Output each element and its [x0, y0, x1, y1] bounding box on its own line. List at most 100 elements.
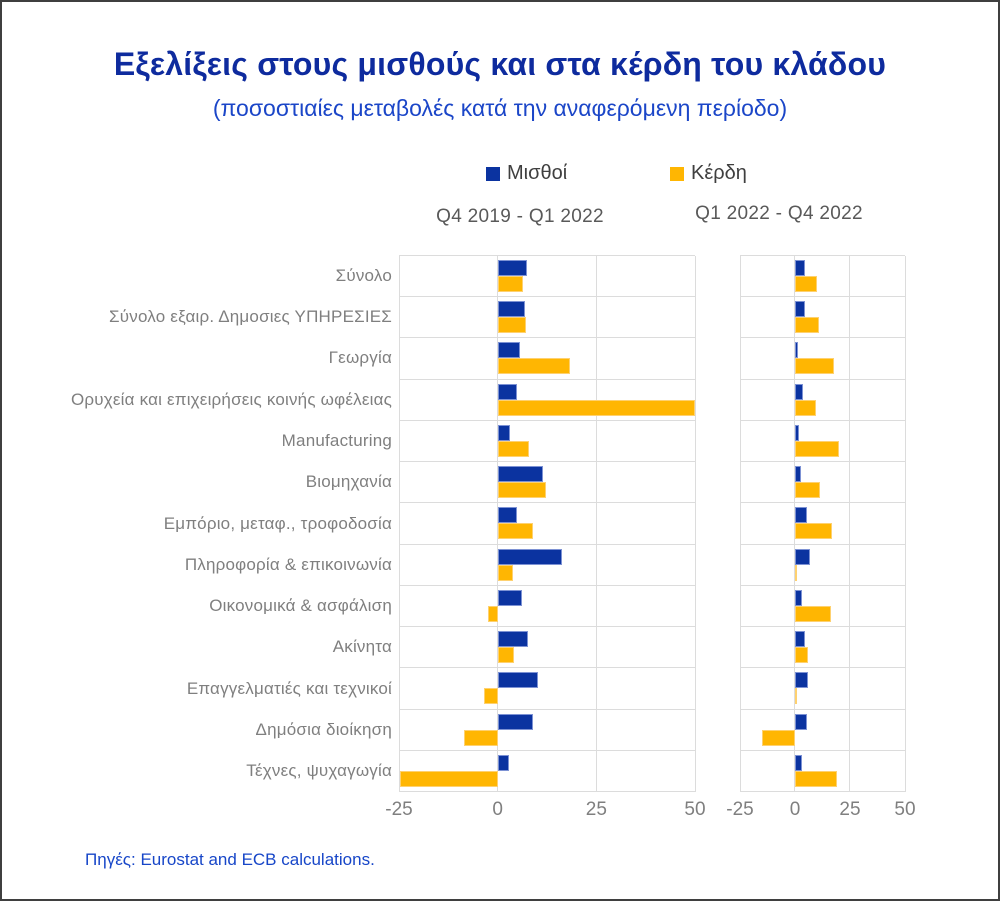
chart-row — [740, 380, 905, 421]
category-label: Ακίνητα — [332, 637, 392, 657]
chart-row — [399, 710, 695, 751]
profits-bar — [795, 523, 832, 540]
grid-vline — [739, 256, 741, 792]
wages-bar — [795, 631, 805, 648]
wages-bar — [795, 424, 800, 441]
wages-bar — [497, 631, 529, 648]
wages-bar — [497, 548, 562, 565]
profits-bar — [483, 688, 498, 705]
right-chart-panel — [739, 255, 906, 793]
chart-row — [740, 751, 905, 793]
category-label: Γεωργία — [328, 348, 392, 368]
wages-legend-swatch-icon — [486, 166, 500, 181]
profits-bar — [795, 564, 798, 581]
x-tick-label: -25 — [726, 799, 754, 820]
category-label: Βιομηχανία — [305, 472, 392, 492]
category-label: Σύνολο — [335, 265, 392, 285]
wages-bar — [497, 260, 527, 276]
left-x-axis: -25 0 25 50 — [385, 799, 705, 823]
wages-bar — [497, 754, 510, 771]
category-label: Δημόσια διοίκηση — [255, 720, 392, 740]
wages-bar — [795, 672, 808, 689]
chart-subtitle: (ποσοστιαίες μεταβολές κατά την αναφερόμ… — [212, 95, 788, 121]
x-tick-label: 50 — [684, 799, 706, 820]
grid-vline — [794, 256, 796, 792]
wages-bar — [497, 507, 517, 524]
category-axis: Σύνολο Σύνολο εξαιρ. Δημοσιες ΥΠΗΡΕΣΙΕΣ Γε… — [2, 255, 392, 792]
profits-bar — [795, 399, 817, 416]
chart-row — [399, 297, 695, 339]
x-tick-label: -25 — [385, 799, 413, 820]
profits-bar — [795, 482, 821, 499]
chart-row — [740, 627, 905, 669]
chart-row — [399, 338, 695, 380]
x-tick-label: 25 — [839, 799, 861, 820]
profits-bar — [497, 317, 527, 334]
category-label: Τέχνες, ψυχαγωγία — [246, 761, 392, 781]
chart-row — [740, 545, 905, 586]
grid-vline — [904, 256, 906, 792]
profits-bar — [497, 440, 529, 457]
chart-row — [740, 462, 905, 504]
chart-row — [399, 256, 695, 298]
wages-bar — [795, 507, 808, 524]
profits-bar — [795, 358, 835, 375]
chart-row — [399, 586, 695, 628]
legend-item-profits: Κέρδη — [670, 162, 747, 185]
grid-vline — [694, 256, 696, 792]
wages-bar — [497, 424, 511, 441]
profits-bar — [399, 770, 498, 787]
chart-row — [399, 627, 695, 669]
category-label: Οικονομικά & ασφάλιση — [209, 596, 392, 616]
chart-row — [740, 338, 905, 380]
wages-bar — [795, 548, 811, 565]
category-label: Ορυχεία και επιχειρήσεις κοινής ωφέλειας — [70, 389, 392, 409]
x-tick-label: 0 — [789, 799, 801, 820]
chart-rows — [740, 256, 905, 793]
wages-bar — [497, 466, 544, 483]
x-tick-label: 50 — [894, 799, 916, 820]
source-note: Πηγές: Eurostat and ECB calculations. — [85, 850, 375, 869]
profits-bar — [795, 770, 838, 787]
profits-bar — [497, 276, 524, 292]
right-panel-header: Q1 2022 - Q4 2022 — [695, 203, 863, 224]
legend-label-profits: Κέρδη — [691, 162, 747, 184]
profits-bar — [762, 729, 795, 746]
profits-bar — [795, 440, 840, 457]
profits-bar — [497, 358, 571, 375]
wages-bar — [497, 713, 533, 730]
wages-bar — [795, 383, 803, 400]
category-label: Επαγγελματιές και τεχνικοί — [186, 678, 392, 698]
chart-row — [740, 256, 905, 298]
profits-legend-swatch-icon — [670, 166, 684, 181]
wages-bar — [497, 383, 518, 400]
x-tick-label: 25 — [585, 799, 607, 820]
wages-bar — [497, 589, 523, 606]
profits-bar — [497, 523, 534, 540]
profits-bar — [497, 564, 514, 581]
profits-bar — [795, 688, 798, 705]
profits-bar — [497, 399, 695, 416]
wages-bar — [795, 342, 798, 359]
chart-row — [740, 297, 905, 339]
chart-rows — [399, 256, 695, 793]
grid-vline — [849, 256, 851, 792]
left-panel-header: Q4 2019 - Q1 2022 — [436, 206, 604, 227]
chart-row — [740, 710, 905, 751]
chart-row — [399, 380, 695, 421]
chart-row — [399, 751, 695, 793]
wages-bar — [497, 342, 521, 359]
chart-row — [740, 421, 905, 463]
chart-row — [740, 503, 905, 545]
wages-bar — [795, 713, 808, 730]
wages-bar — [795, 466, 801, 483]
wages-bar — [795, 260, 806, 276]
chart-row — [399, 421, 695, 463]
chart-row — [399, 668, 695, 710]
wages-bar — [497, 672, 539, 689]
profits-bar — [795, 276, 818, 292]
category-label: Εμπόριο, μεταφ., τροφοδοσία — [163, 513, 392, 533]
profits-bar — [795, 647, 808, 664]
right-x-axis: -25 0 25 50 — [726, 799, 915, 823]
